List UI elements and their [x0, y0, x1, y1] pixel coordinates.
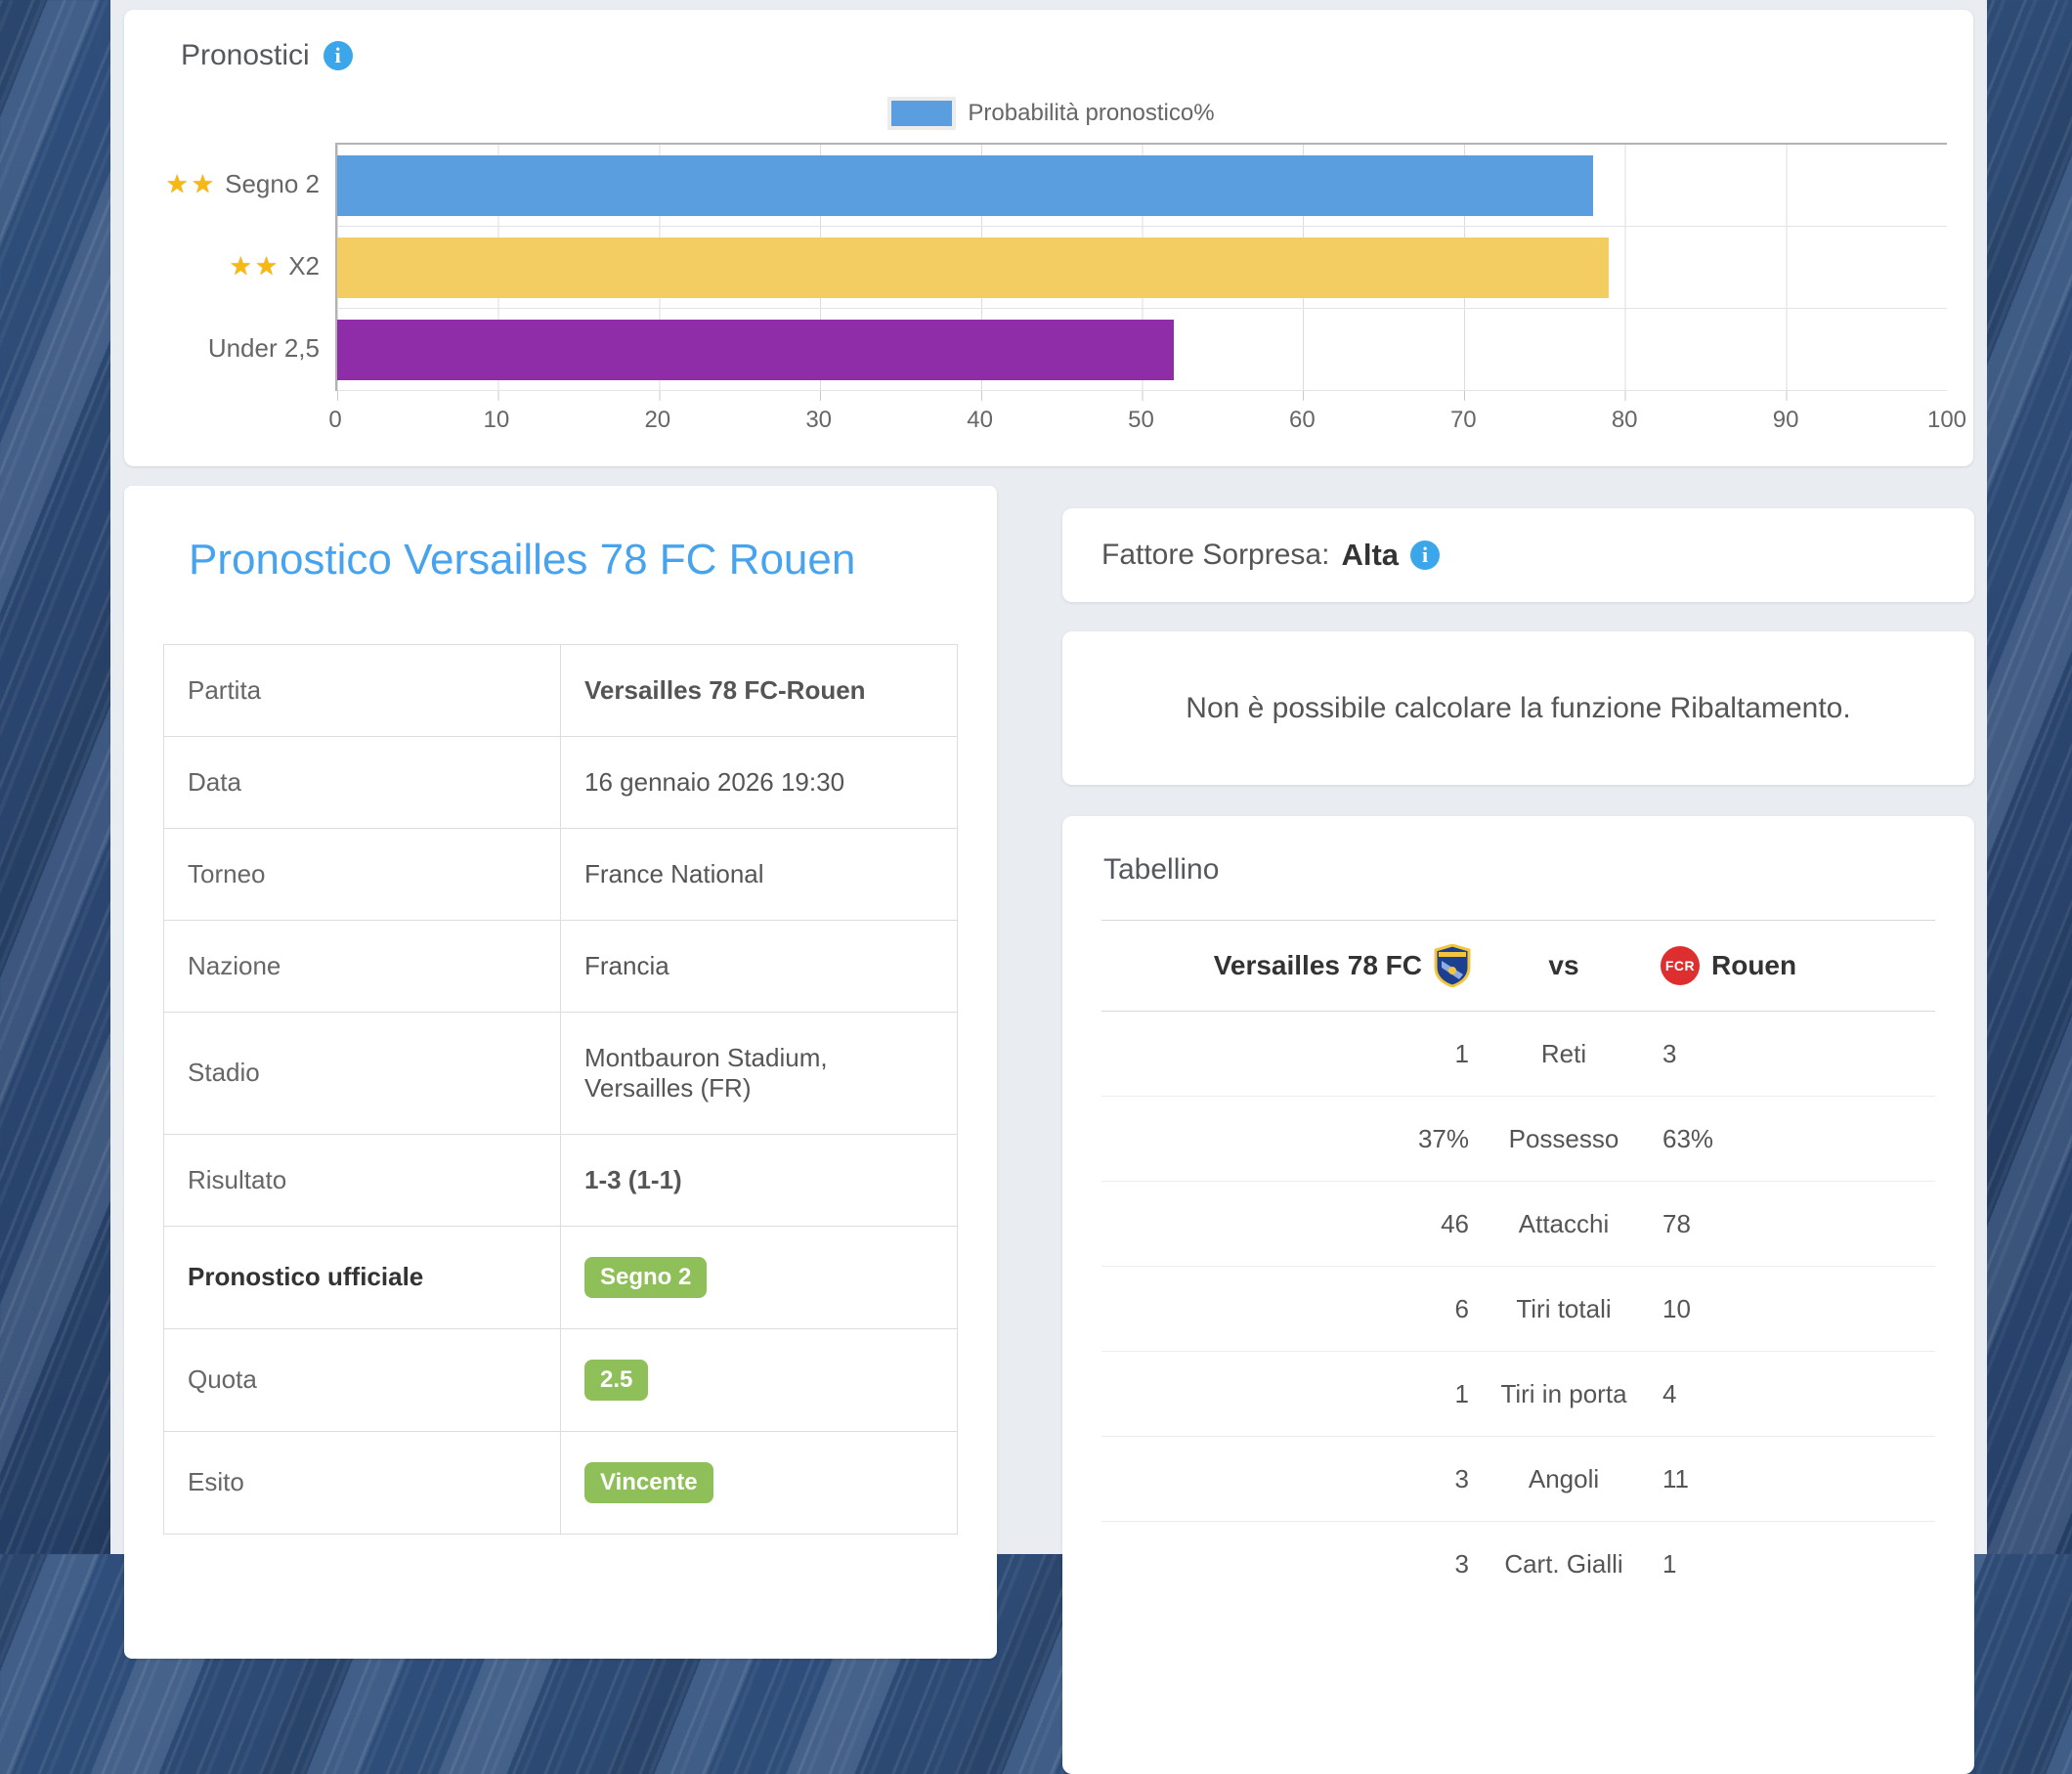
pronostici-title: Pronostici — [181, 39, 310, 71]
table-row: Pronostico ufficiale Segno 2 — [163, 1225, 958, 1329]
row-value: 16 gennaio 2026 19:30 — [560, 735, 958, 829]
bar-under25 — [337, 319, 1175, 380]
row-value: Montbauron Stadium, Versailles (FR) — [560, 1011, 958, 1135]
x-axis-tick: 40 — [967, 407, 993, 433]
category-label: ★★ Segno 2 — [165, 168, 321, 198]
stat-row: 1 Reti 3 — [1101, 1012, 1935, 1097]
table-row: Partita Versailles 78 FC-Rouen — [163, 643, 958, 737]
x-axis-tick: 50 — [1128, 407, 1154, 433]
prediction-card: Pronostico Versailles 78 FC Rouen Partit… — [124, 486, 997, 1659]
table-row: Risultato 1-3 (1-1) — [163, 1133, 958, 1227]
legend-label: Probabilità pronostico% — [968, 100, 1215, 126]
vs-label: vs — [1548, 950, 1579, 980]
row-label: Esito — [163, 1430, 561, 1535]
home-team: Versailles 78 FC — [1101, 944, 1471, 987]
row-value: 1-3 (1-1) — [560, 1133, 958, 1227]
plot-area: 0 10 20 30 40 50 60 70 80 90 100 — [328, 143, 1966, 440]
row-value: France National — [560, 827, 958, 921]
stat-row: 3 Angoli 11 — [1101, 1437, 1935, 1522]
home-team-name: Versailles 78 FC — [1213, 950, 1422, 980]
x-axis-tick: 30 — [805, 407, 833, 433]
surprise-factor-card: Fattore Sorpresa: Alta i — [1062, 508, 1974, 602]
row-label: Data — [163, 735, 561, 829]
table-row: Torneo France National — [163, 827, 958, 921]
x-axis-tick: 100 — [1926, 407, 1967, 433]
x-axis-tick: 0 — [328, 407, 342, 433]
tabellino-title: Tabellino — [1103, 853, 1220, 886]
row-label: Torneo — [163, 827, 561, 921]
row-label: Partita — [163, 643, 561, 737]
table-row: Quota 2.5 — [163, 1327, 958, 1432]
legend-swatch — [891, 101, 953, 126]
chart-legend[interactable]: Probabilità pronostico% — [159, 100, 1947, 127]
bar-row — [337, 145, 1947, 227]
x-axis-labels: 0 10 20 30 40 50 60 70 80 90 100 — [328, 407, 1966, 440]
bar-row — [337, 309, 1947, 391]
stat-row: 6 Tiri totali 10 — [1101, 1267, 1935, 1352]
category-axis: ★★ Segno 2 ★★ X2 Under 2,5 — [159, 143, 335, 440]
pronostici-heading: Pronostici i — [181, 39, 1947, 72]
info-icon[interactable]: i — [1410, 541, 1441, 570]
two-stars-icon: ★★ — [229, 250, 281, 281]
bar-chart: ★★ Segno 2 ★★ X2 Under 2,5 0 10 20 3 — [159, 143, 1966, 440]
away-team: FCR Rouen — [1657, 946, 1935, 985]
table-row: Esito Vincente — [163, 1430, 958, 1535]
x-axis-tick: 90 — [1772, 407, 1799, 433]
away-team-name: Rouen — [1711, 950, 1797, 980]
official-prediction-badge: Segno 2 — [584, 1256, 708, 1298]
x-axis-tick: 20 — [644, 407, 671, 433]
stat-row: 1 Tiri in porta 4 — [1101, 1352, 1935, 1437]
tabellino-header: Versailles 78 FC vs FCR Rouen — [1101, 920, 1935, 1012]
table-row: Stadio Montbauron Stadium, Versailles (F… — [163, 1011, 958, 1135]
row-label: Quota — [163, 1327, 561, 1432]
quota-badge: 2.5 — [584, 1359, 649, 1401]
x-axis-tickmarks — [337, 391, 1947, 401]
surprise-factor-value: Alta — [1341, 538, 1400, 572]
row-label: Nazione — [163, 919, 561, 1013]
row-label: Stadio — [163, 1011, 561, 1135]
bar-segno2 — [337, 154, 1593, 216]
table-row: Data 16 gennaio 2026 19:30 — [163, 735, 958, 829]
two-stars-icon: ★★ — [165, 168, 218, 198]
x-axis-tick: 60 — [1289, 407, 1316, 433]
row-label: Risultato — [163, 1133, 561, 1227]
rouen-logo-icon: FCR — [1661, 946, 1700, 985]
tabellino-card: Tabellino Versailles 78 FC vs FCR Rouen — [1062, 816, 1974, 1774]
bar-x2 — [337, 237, 1610, 298]
versailles-logo-icon — [1434, 944, 1471, 987]
info-icon[interactable]: i — [323, 41, 353, 70]
category-label: Under 2,5 — [207, 332, 320, 363]
surprise-factor-label: Fattore Sorpresa: — [1101, 539, 1330, 571]
x-axis-tick: 80 — [1611, 407, 1638, 433]
notice-card: Non è possibile calcolare la funzione Ri… — [1062, 631, 1974, 785]
row-value: Versailles 78 FC-Rouen — [560, 643, 958, 737]
category-label: ★★ X2 — [229, 250, 320, 281]
stat-row: 3 Cart. Gialli 1 — [1454, 1548, 1677, 1579]
stat-row: 37% Possesso 63% — [1101, 1097, 1935, 1182]
bar-row — [337, 227, 1947, 309]
tabellino-table: Versailles 78 FC vs FCR Rouen 1 Reti — [1101, 920, 1935, 1606]
row-label: Pronostico ufficiale — [163, 1225, 561, 1329]
prediction-title: Pronostico Versailles 78 FC Rouen — [189, 536, 856, 584]
pronostici-card: Pronostici i Probabilità pronostico% ★★ … — [124, 10, 1973, 466]
esito-badge: Vincente — [584, 1461, 713, 1503]
table-row: Nazione Francia — [163, 919, 958, 1013]
notice-text: Non è possibile calcolare la funzione Ri… — [1186, 691, 1851, 724]
stat-row: 46 Attacchi 78 — [1101, 1182, 1935, 1267]
page-content: Pronostici i Probabilità pronostico% ★★ … — [110, 0, 1987, 1774]
prediction-table: Partita Versailles 78 FC-Rouen Data 16 g… — [163, 643, 958, 1535]
x-axis-tick: 70 — [1449, 407, 1477, 433]
row-value: Francia — [560, 919, 958, 1013]
x-axis-tick: 10 — [483, 407, 510, 433]
